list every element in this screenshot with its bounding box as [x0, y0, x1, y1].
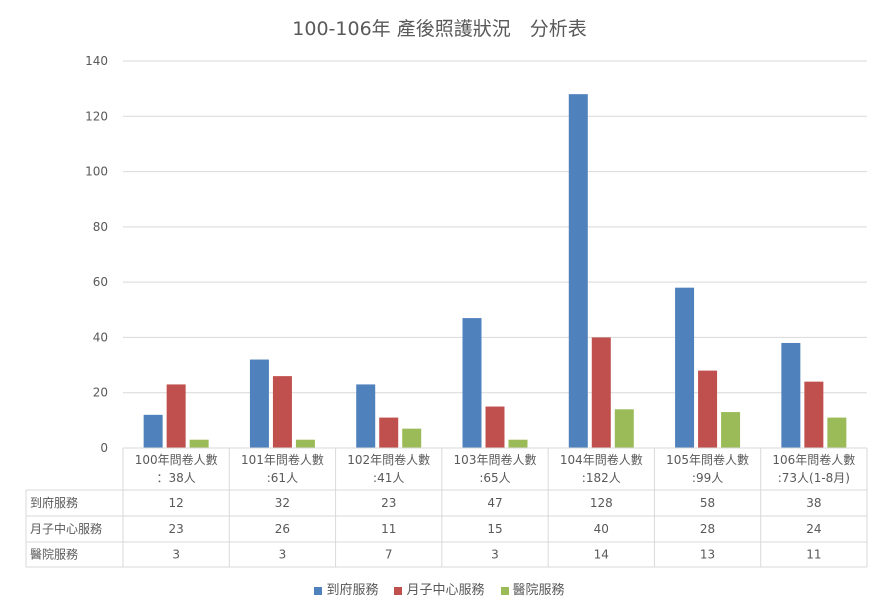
bar-s1-c1	[272, 376, 292, 448]
chart-title: 100-106年 產後照護狀況 分析表	[292, 18, 587, 40]
data-label-s2-c0: 3	[172, 548, 180, 562]
bar-s0-c6	[781, 342, 801, 448]
legend-item-2: 醫院服務	[500, 579, 565, 598]
bar-s0-c3	[462, 318, 482, 448]
data-label-s1-c3: 15	[487, 522, 502, 536]
data-label-s2-c4: 14	[594, 548, 609, 562]
data-label-s2-c1: 3	[279, 548, 287, 562]
bar-s2-c3	[508, 439, 528, 448]
y-tick-label-1: 20	[93, 386, 108, 400]
category-label-4: 104年問卷人數	[560, 452, 643, 467]
table-row-label-1: 月子中心服務	[30, 521, 102, 536]
bar-s2-c5	[721, 412, 741, 448]
data-label-s2-c6: 11	[806, 548, 821, 562]
data-label-s1-c5: 28	[700, 522, 715, 536]
category-label-0: 100年問卷人數	[135, 452, 218, 467]
y-tick-label-3: 60	[93, 275, 108, 289]
y-tick-label-7: 140	[85, 54, 108, 68]
legend-item-1: 月子中心服務	[394, 579, 485, 598]
legend-swatch-0	[314, 586, 323, 595]
legend-label-2: 醫院服務	[512, 583, 565, 598]
y-tick-label-0: 0	[100, 441, 108, 455]
table-row-label-0: 到府服務	[30, 495, 78, 510]
legend-label-0: 到府服務	[326, 583, 379, 598]
category-label-sub-6: :73人(1-8月)	[778, 471, 850, 485]
y-tick-label-6: 120	[85, 109, 108, 123]
bar-s2-c2	[402, 428, 422, 448]
bar-s0-c2	[356, 384, 376, 448]
y-tick-label-2: 40	[93, 330, 108, 344]
bar-s2-c4	[614, 409, 634, 448]
category-label-6: 106年問卷人數	[772, 452, 855, 467]
category-label-5: 105年問卷人數	[666, 452, 749, 467]
legend-label-1: 月子中心服務	[406, 583, 485, 598]
data-label-s0-c6: 38	[806, 496, 821, 510]
data-label-s2-c5: 13	[700, 548, 715, 562]
data-label-s1-c6: 24	[806, 522, 821, 536]
data-label-s0-c2: 23	[381, 496, 396, 510]
category-label-3: 103年問卷人數	[454, 452, 537, 467]
legend-swatch-1	[394, 586, 403, 595]
bar-s1-c0	[166, 384, 186, 448]
legend-swatch-2	[500, 586, 509, 595]
category-label-2: 102年問卷人數	[347, 452, 430, 467]
category-label-1: 101年問卷人數	[241, 452, 324, 467]
bar-s0-c4	[568, 94, 588, 449]
y-tick-label-5: 100	[85, 165, 108, 179]
table-row-label-2: 醫院服務	[30, 548, 78, 562]
category-label-sub-5: :99人	[692, 471, 723, 485]
bar-s0-c5	[675, 287, 695, 448]
bar-s2-c1	[295, 439, 315, 448]
bar-s1-c3	[485, 406, 505, 448]
bar-s1-c6	[804, 381, 824, 448]
data-label-s2-c2: 7	[385, 548, 393, 562]
data-label-s1-c0: 23	[169, 522, 184, 536]
data-label-s0-c1: 32	[275, 496, 290, 510]
data-label-s0-c4: 128	[590, 496, 613, 510]
y-tick-label-4: 80	[93, 220, 108, 234]
data-label-s0-c0: 12	[169, 496, 184, 510]
category-label-sub-1: :61人	[267, 471, 298, 485]
data-label-s0-c5: 58	[700, 496, 715, 510]
category-label-sub-3: :65人	[479, 471, 510, 485]
data-label-s1-c2: 11	[381, 522, 396, 536]
bar-s0-c1	[249, 359, 269, 448]
bar-s1-c4	[591, 337, 611, 448]
bar-s1-c2	[379, 417, 399, 448]
bar-s2-c6	[827, 417, 847, 448]
category-label-sub-4: :182人	[582, 471, 621, 485]
bar-s0-c0	[143, 414, 163, 448]
legend: 到府服務 月子中心服務 醫院服務	[0, 579, 879, 598]
data-label-s1-c4: 40	[594, 522, 609, 536]
bar-s1-c5	[698, 370, 718, 448]
bar-s2-c0	[189, 439, 209, 448]
legend-item-0: 到府服務	[314, 579, 378, 598]
data-label-s1-c1: 26	[275, 522, 290, 536]
data-label-s2-c3: 3	[491, 548, 499, 562]
data-label-s0-c3: 47	[487, 496, 502, 510]
category-label-sub-2: :41人	[373, 471, 404, 485]
category-label-sub-0: ：38人	[157, 471, 196, 485]
